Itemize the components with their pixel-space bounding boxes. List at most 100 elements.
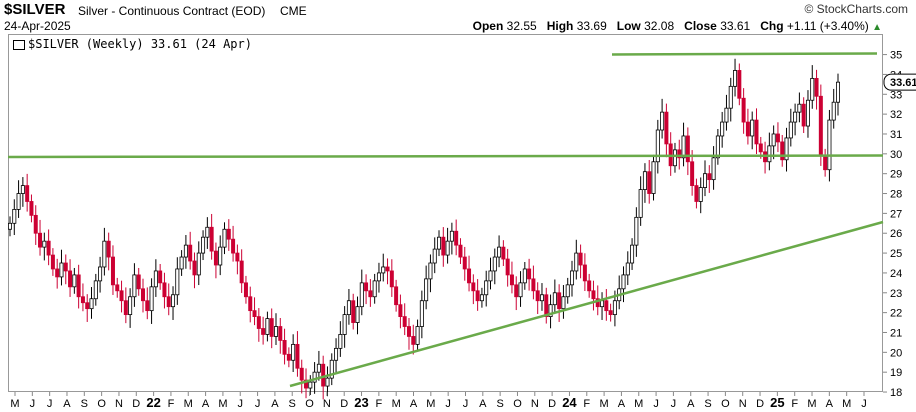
candle-body xyxy=(638,189,643,218)
candle-body xyxy=(814,78,819,97)
x-month-label: M xyxy=(184,398,193,410)
horizontal-resistance-line xyxy=(611,52,878,56)
candle-body xyxy=(570,270,575,286)
x-month-label: O xyxy=(513,398,522,410)
legend-swatch-icon xyxy=(13,39,25,50)
candle-body xyxy=(415,326,420,345)
x-month-label: S xyxy=(704,398,711,410)
candle-body xyxy=(325,377,330,387)
candle-body xyxy=(304,379,309,389)
y-tick-label: 32 xyxy=(890,109,902,121)
candle-body xyxy=(334,347,339,361)
legend-text: $SILVER (Weekly) 33.61 (24 Apr) xyxy=(28,37,252,51)
chg-value: +1.11 (+3.40%) xyxy=(786,19,869,33)
candle-body xyxy=(338,334,343,349)
candle-body xyxy=(218,246,223,266)
candle-body xyxy=(531,278,536,292)
candle-body xyxy=(492,256,497,272)
candle-body xyxy=(128,296,133,316)
x-month-label: N xyxy=(323,398,331,410)
candle-body xyxy=(737,70,742,99)
candle-body xyxy=(497,246,502,258)
candle-body xyxy=(46,240,51,256)
x-month-label: A xyxy=(826,398,834,410)
candle-body xyxy=(467,268,472,284)
low-label: Low xyxy=(616,19,641,33)
candle-body xyxy=(213,250,218,266)
candle-body xyxy=(402,316,407,327)
x-month-label: M xyxy=(600,398,609,410)
candle-body xyxy=(205,226,210,238)
candle-body xyxy=(385,266,390,272)
candle-body xyxy=(7,222,12,230)
candle-body xyxy=(248,296,253,312)
candle-body xyxy=(355,306,360,323)
candle-body xyxy=(106,240,111,258)
candle-body xyxy=(437,236,442,250)
candle-body xyxy=(784,137,789,161)
candle-body xyxy=(677,149,682,159)
candle-body xyxy=(462,256,467,270)
y-tick-label: 33 xyxy=(890,89,902,101)
candle-body xyxy=(655,129,660,163)
candle-body xyxy=(188,244,193,262)
x-month-label: O xyxy=(97,398,106,410)
candle-body xyxy=(59,262,64,278)
candle-body xyxy=(123,300,128,316)
candle-body xyxy=(72,274,77,288)
candle-body xyxy=(634,216,639,246)
candle-body xyxy=(342,314,347,335)
candle-body xyxy=(582,264,587,282)
candle-body xyxy=(351,300,356,323)
candle-body xyxy=(411,336,416,345)
candle-body xyxy=(836,81,841,103)
y-tick-label: 29 xyxy=(890,169,902,181)
candle-body xyxy=(707,173,712,181)
candle-body xyxy=(660,111,665,131)
candle-body xyxy=(561,296,566,310)
candle-body xyxy=(166,296,171,308)
candle-body xyxy=(797,103,802,113)
x-month-label: F xyxy=(375,398,382,410)
x-month-label: F xyxy=(168,398,175,410)
candle-body xyxy=(595,298,600,308)
candle-body xyxy=(690,161,695,186)
x-month-label: J xyxy=(445,398,451,410)
chart-header: $SILVER Silver - Continuous Contract (EO… xyxy=(0,0,916,34)
candle-body xyxy=(368,290,373,298)
stockcharts-logo[interactable]: © StockCharts.com xyxy=(804,2,908,16)
x-month-label: D xyxy=(548,398,556,410)
candle-body xyxy=(428,262,433,280)
open-value: 32.55 xyxy=(506,19,537,33)
candle-body xyxy=(728,85,733,109)
candle-body xyxy=(767,145,772,163)
candle-body xyxy=(587,280,592,292)
x-month-label: J xyxy=(255,398,261,410)
symbol: $SILVER xyxy=(4,1,66,18)
x-month-label: S xyxy=(289,398,296,410)
candle-body xyxy=(565,284,570,298)
x-month-label: S xyxy=(496,398,503,410)
candle-body xyxy=(209,226,214,252)
x-month-label: J xyxy=(30,398,36,410)
x-month-label: A xyxy=(202,398,210,410)
candle-body xyxy=(793,111,798,123)
horizontal-support-line xyxy=(7,154,884,159)
candle-body xyxy=(741,97,746,123)
candle-body xyxy=(630,244,635,264)
candle-body xyxy=(578,252,583,266)
candle-body xyxy=(132,274,137,298)
x-month-label: J xyxy=(47,398,53,410)
candle-body xyxy=(604,300,609,312)
candle-body xyxy=(488,270,493,282)
candle-body xyxy=(273,326,278,337)
candle-body xyxy=(642,171,647,190)
candle-body xyxy=(805,99,810,127)
candle-body xyxy=(299,367,304,381)
candle-body xyxy=(479,294,484,302)
candle-body xyxy=(557,292,562,310)
x-month-label: S xyxy=(81,398,88,410)
candle-body xyxy=(608,310,613,316)
candle-body xyxy=(518,282,523,298)
candle-body xyxy=(308,381,313,389)
